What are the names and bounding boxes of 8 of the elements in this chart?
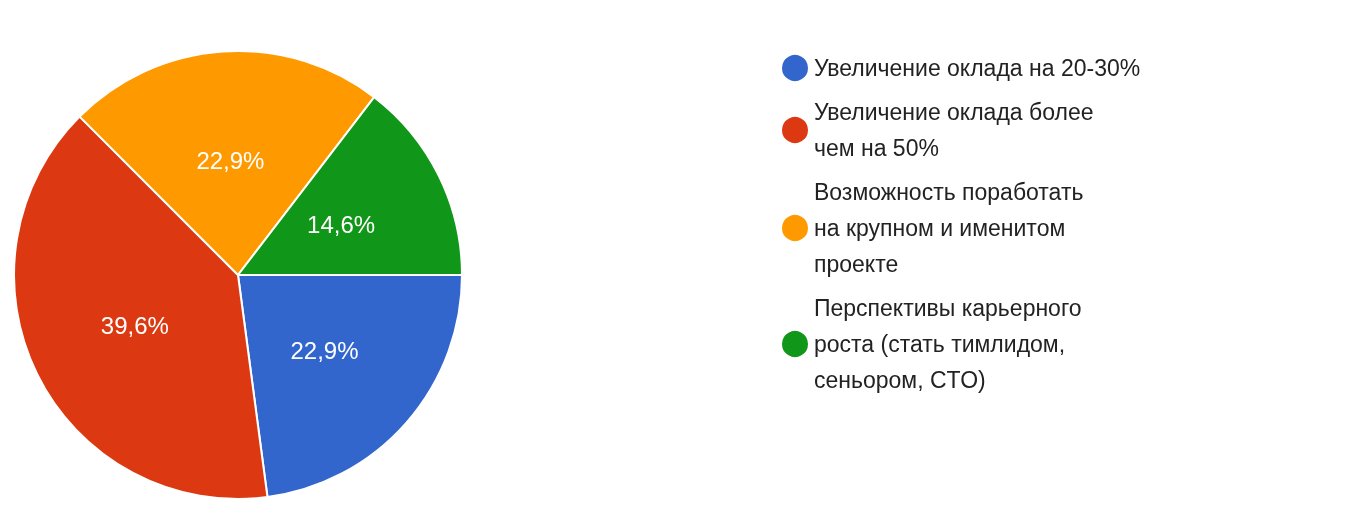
legend-label: Увеличение оклада более чем на 50% (814, 99, 1100, 161)
data-label: 22,9% (290, 337, 359, 365)
data-label: 39,6% (100, 312, 169, 340)
data-label: 22,9% (196, 146, 265, 174)
data-label: 14,6% (307, 210, 376, 238)
legend-label: Возможность поработать на крупном и именитом проекте (814, 179, 1090, 277)
legend-label: Перспективы карьерного роста (стать тимлидом, сеньором, CTO) (814, 295, 1088, 393)
legend-label: Увеличение оклада на 20-30% (814, 55, 1141, 81)
